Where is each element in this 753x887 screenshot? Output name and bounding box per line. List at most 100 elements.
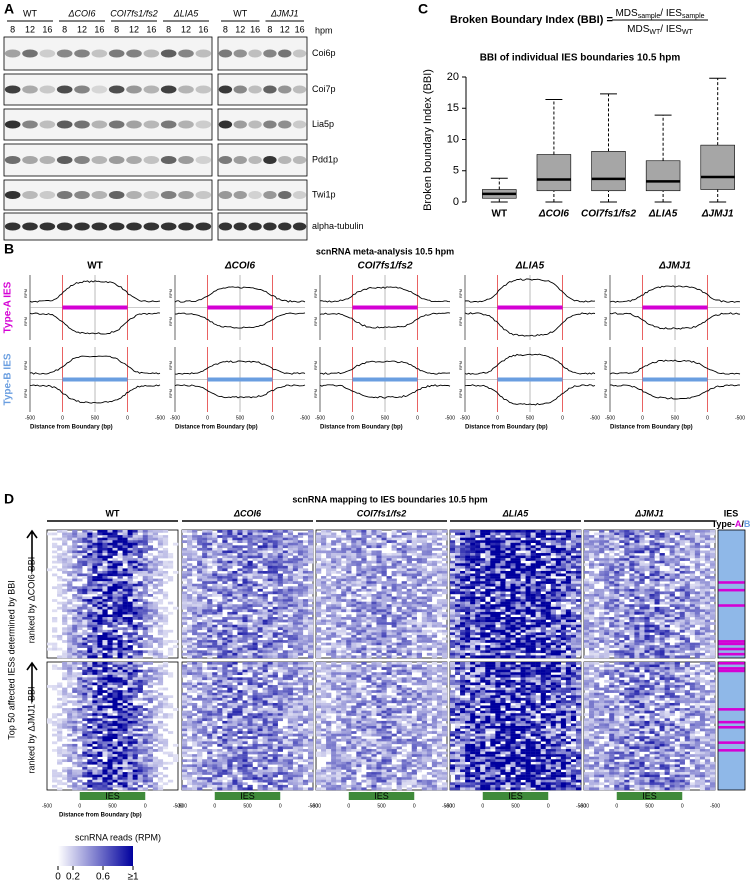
heatmap-cell bbox=[237, 645, 243, 648]
heatmap-cell bbox=[272, 586, 278, 590]
heatmap-cell bbox=[257, 601, 263, 605]
heatmap-cell bbox=[321, 535, 327, 538]
band bbox=[22, 156, 38, 164]
heatmap-cell bbox=[102, 662, 108, 665]
heatmap-cell bbox=[187, 581, 193, 584]
heatmap-cell bbox=[152, 535, 159, 538]
heatmap-cell bbox=[282, 766, 289, 770]
heatmap-cell bbox=[212, 642, 218, 646]
heatmap-cell bbox=[152, 677, 159, 681]
heatmap-cell bbox=[147, 769, 154, 773]
heatmap-cell bbox=[282, 550, 289, 554]
heatmap-cell bbox=[87, 749, 93, 752]
heatmap-cell bbox=[297, 713, 304, 716]
heatmap-cell bbox=[152, 749, 159, 752]
heatmap-cell bbox=[112, 728, 118, 732]
heatmap-cell bbox=[297, 594, 304, 597]
heatmap-cell bbox=[292, 606, 299, 610]
heatmap-cell bbox=[297, 609, 304, 613]
heatmap-cell bbox=[282, 530, 289, 533]
heatmap-cell bbox=[247, 576, 253, 579]
heatmap-cell bbox=[207, 601, 213, 605]
x-tick-label: 0 bbox=[126, 415, 129, 421]
column-title: COI7fs1/fs2 bbox=[357, 508, 407, 518]
heatmap-cell bbox=[331, 560, 337, 564]
heatmap-cell bbox=[307, 787, 314, 791]
heatmap-cell bbox=[262, 617, 268, 620]
band bbox=[278, 222, 292, 231]
heatmap-cell bbox=[227, 542, 233, 546]
heatmap-cell bbox=[132, 766, 138, 770]
heatmap-cell bbox=[237, 540, 243, 543]
heatmap-cell bbox=[272, 754, 278, 757]
heatmap-cell bbox=[52, 619, 58, 623]
heatmap-cell bbox=[366, 594, 372, 597]
heatmap-cell bbox=[212, 679, 218, 683]
heatmap-cell bbox=[187, 754, 193, 757]
heatmap-cell bbox=[341, 583, 347, 587]
heatmap-cell bbox=[57, 692, 63, 696]
heatmap-cell bbox=[137, 652, 143, 656]
heatmap-cell bbox=[257, 685, 263, 688]
heatmap-cell bbox=[307, 708, 314, 711]
heatmap-cell bbox=[167, 705, 174, 709]
heatmap-cell bbox=[192, 599, 198, 602]
heatmap-cell bbox=[351, 594, 357, 597]
heatmap-cell bbox=[82, 679, 88, 683]
heatmap-cell bbox=[137, 682, 143, 686]
heatmap-cell bbox=[346, 568, 352, 572]
heatmap-cell bbox=[87, 687, 93, 691]
heatmap-cell bbox=[132, 726, 138, 729]
heatmap-cell bbox=[132, 769, 138, 773]
heatmap-cell bbox=[287, 723, 294, 727]
heatmap-cell bbox=[67, 550, 73, 554]
heatmap-cell bbox=[336, 565, 342, 569]
heatmap-cell bbox=[157, 570, 164, 574]
heatmap-cell bbox=[302, 749, 309, 752]
heatmap-cell bbox=[112, 565, 118, 569]
heatmap-cell bbox=[207, 629, 213, 633]
heatmap-cell bbox=[72, 700, 78, 704]
heatmap-cell bbox=[57, 702, 63, 706]
heatmap-cell bbox=[267, 624, 273, 628]
heatmap-cell bbox=[297, 764, 304, 768]
heatmap-cell bbox=[132, 695, 138, 699]
heatmap-cell bbox=[82, 624, 88, 628]
heatmap-cell bbox=[227, 726, 233, 729]
heatmap-cell bbox=[102, 728, 108, 732]
heatmap-cell bbox=[57, 787, 63, 791]
heatmap-cell bbox=[282, 619, 289, 623]
heatmap-cell bbox=[97, 777, 103, 780]
heatmap-cell bbox=[282, 650, 289, 654]
heatmap-cell bbox=[182, 710, 188, 714]
heatmap-cell bbox=[406, 558, 412, 561]
heatmap-cell bbox=[127, 685, 133, 688]
heatmap-cell bbox=[416, 530, 423, 533]
heatmap-cell bbox=[302, 759, 309, 763]
heatmap-cell bbox=[67, 728, 73, 732]
heatmap-cell bbox=[272, 647, 278, 651]
heatmap-cell bbox=[117, 710, 123, 714]
heatmap-cell bbox=[297, 736, 304, 739]
heatmap-cell bbox=[351, 530, 357, 533]
heatmap-cell bbox=[87, 731, 93, 734]
heatmap-cell bbox=[287, 705, 294, 709]
heatmap-cell bbox=[272, 560, 278, 564]
x-tick-label: -500 bbox=[590, 415, 600, 421]
heatmap-cell bbox=[217, 588, 223, 592]
heatmap-cell bbox=[341, 596, 347, 600]
heatmap-cell bbox=[292, 632, 299, 636]
heatmap-cell bbox=[401, 542, 407, 546]
heatmap-cell bbox=[162, 672, 169, 675]
heatmap-cell bbox=[307, 692, 314, 696]
heatmap-cell bbox=[97, 672, 103, 675]
heatmap-cell bbox=[307, 664, 314, 668]
heatmap-cell bbox=[227, 759, 233, 763]
heatmap-cell bbox=[102, 545, 108, 549]
heatmap-cell bbox=[247, 655, 253, 659]
heatmap-cell bbox=[237, 723, 243, 727]
heatmap-cell bbox=[272, 756, 278, 760]
heatmap-cell bbox=[222, 558, 228, 561]
heatmap-cell bbox=[287, 756, 294, 760]
heatmap-cell bbox=[272, 761, 278, 765]
